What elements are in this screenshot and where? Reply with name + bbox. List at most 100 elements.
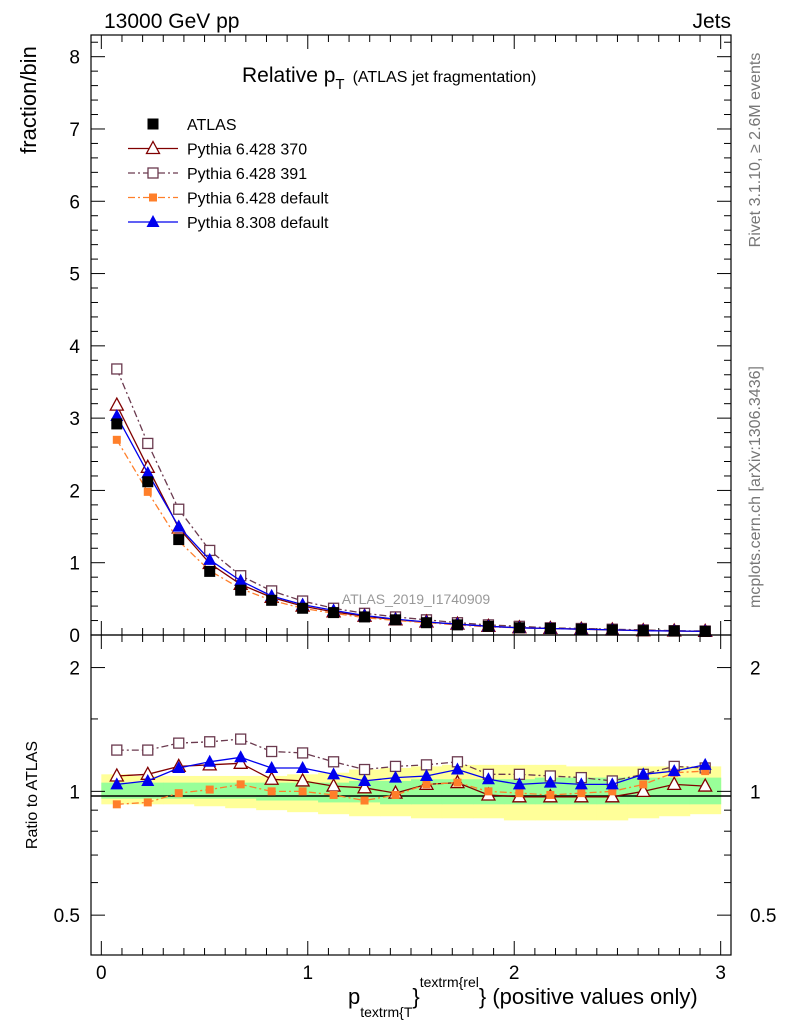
ratio-point-p6def [143, 798, 152, 807]
data-point-atlas [451, 619, 463, 631]
x-tick-label: 0 [96, 963, 107, 984]
data-point-atlas [575, 623, 587, 635]
data-point-atlas [173, 534, 185, 546]
main-y-tick-label: 1 [69, 554, 80, 575]
ratio-point-p8def [481, 772, 495, 785]
legend-item-atlas: ATLAS [147, 117, 237, 134]
ratio-point-p6def [112, 800, 121, 809]
x-tick-label: 1 [302, 963, 313, 984]
x-tick-label: 2 [509, 963, 520, 984]
ratio-point-p370 [666, 775, 682, 790]
data-point-p8def [234, 573, 248, 586]
data-point-atlas [699, 625, 711, 637]
data-point-atlas [668, 625, 680, 637]
ratio-point-p6def [205, 785, 214, 794]
ratio-point-p6def [174, 789, 183, 798]
analysis-watermark: ATLAS_2019_I1740909 [342, 591, 491, 607]
ratio-point-p8def [141, 773, 155, 786]
legend-label: Pythia 6.428 391 [187, 166, 307, 183]
legend-label: Pythia 6.428 default [187, 191, 329, 208]
ratio-point-p6def [236, 780, 245, 789]
x-axis-label-sub: textrm{T [360, 1004, 413, 1020]
ratio-y-tick-label-right: 1 [750, 782, 761, 803]
ratio-point-p370 [295, 772, 311, 787]
data-point-atlas [359, 611, 371, 623]
legend-item-p6def: Pythia 6.428 default [128, 191, 329, 208]
ratio-point-p391 [265, 745, 278, 758]
chart-title-main: Relative p [242, 64, 335, 87]
band-green-bin [101, 782, 133, 799]
ratio-point-p8def [636, 767, 650, 780]
ratio-point-p6def [546, 790, 555, 799]
legend: ATLAS Pythia 6.428 370 Pythia 6.428 391 Pyt… [128, 117, 329, 232]
ratio-point-p6def [608, 787, 617, 796]
ratio-point-p8def [203, 754, 217, 767]
data-point-p6def [143, 487, 152, 496]
data-point-atlas [390, 614, 402, 626]
ratio-uncertainty-bands [101, 764, 722, 821]
ratio-point-p370 [233, 754, 249, 769]
legend-label: Pythia 8.308 default [187, 215, 329, 232]
main-axis-ticks: 0 1 2 3 4 5 6 7 8 [69, 35, 731, 647]
ratio-point-p6def [360, 796, 369, 805]
ratio-point-p6def [515, 789, 524, 798]
ratio-point-p391 [420, 759, 433, 771]
ratio-point-p391 [389, 760, 402, 773]
legend-marker-p370 [145, 140, 161, 155]
data-point-p6def [112, 435, 121, 444]
ratio-point-p370 [604, 788, 620, 803]
ratio-point-p6def [329, 790, 338, 799]
band-green-bin [132, 782, 164, 799]
ratio-point-p8def [450, 762, 464, 775]
chart-title-sub: T [335, 76, 344, 93]
ratio-point-p8def [172, 760, 186, 773]
data-point-p8def [141, 466, 155, 479]
ratio-point-p370 [635, 782, 651, 798]
main-y-axis-label: fraction/bin [16, 46, 41, 154]
ratio-y-tick-label: 1 [69, 782, 80, 803]
ratio-point-p370 [356, 779, 373, 794]
ratio-axis-ticks: 0.5 0.5 1 1 2 2 0 1 2 3 [54, 635, 776, 984]
main-y-tick-label: 3 [69, 409, 80, 430]
data-point-atlas [328, 607, 340, 619]
ratio-point-p8def [605, 777, 619, 790]
ratio-point-p391 [235, 733, 247, 745]
ratio-point-p370 [697, 777, 713, 792]
ratio-point-p6def [639, 780, 648, 789]
ratio-point-p8def [574, 777, 588, 790]
main-y-tick-label: 5 [69, 265, 80, 286]
main-y-tick-label: 4 [69, 337, 80, 358]
main-y-tick-label: 0 [69, 626, 80, 647]
data-point-p391 [142, 437, 154, 450]
data-point-atlas [142, 476, 154, 488]
x-axis-label-sup: textrm{rel [420, 974, 479, 990]
ratio-point-p6def [453, 778, 462, 787]
data-point-atlas [606, 624, 618, 636]
data-point-p8def [203, 552, 217, 565]
data-point-atlas [544, 622, 556, 634]
main-y-tick-label: 2 [69, 481, 80, 502]
legend-marker-atlas [147, 118, 159, 130]
data-point-atlas [637, 625, 649, 637]
x-axis-label-brace: } [412, 984, 419, 1009]
ratio-line-p8def [116, 756, 706, 786]
ratio-point-p391 [111, 744, 123, 756]
ratio-series-p8def [110, 750, 712, 790]
data-point-atlas [111, 418, 123, 430]
data-point-atlas [420, 617, 432, 629]
data-point-atlas [204, 565, 216, 577]
ratio-point-p8def [419, 768, 433, 781]
ratio-point-p8def [358, 773, 372, 786]
x-tick-label: 3 [715, 963, 726, 984]
rivet-version-label: Rivet 3.1.10, ≥ 2.6M events [747, 53, 764, 248]
data-point-atlas [235, 584, 247, 596]
data-point-p8def [110, 408, 124, 421]
ratio-point-p391 [204, 736, 216, 748]
ratio-point-p8def [543, 775, 557, 788]
header-left-label: 13000 GeV pp [104, 10, 239, 33]
ratio-point-p8def [234, 750, 248, 763]
ratio-point-p6def [701, 767, 710, 776]
main-y-tick-label: 7 [69, 120, 80, 141]
ratio-line-p6def [116, 770, 706, 805]
